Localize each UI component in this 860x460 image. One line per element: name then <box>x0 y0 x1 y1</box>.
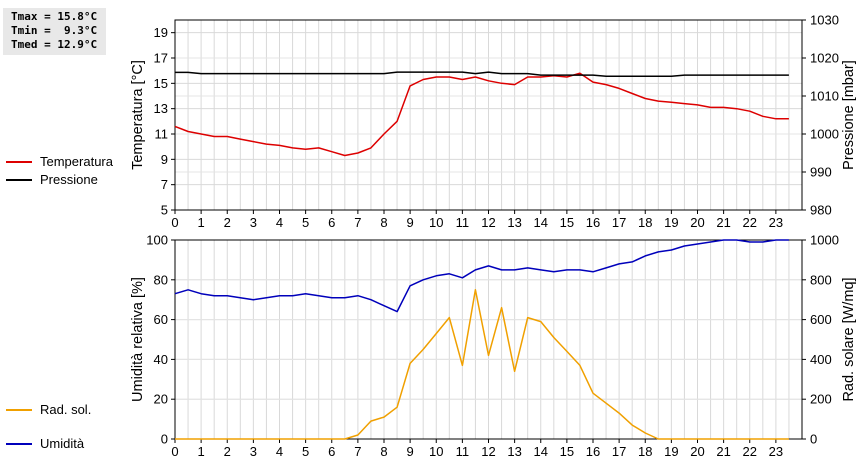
y2-tick-label: 1000 <box>810 127 839 142</box>
y2-tick-label: 0 <box>810 432 817 447</box>
y-tick-label: 60 <box>154 312 168 327</box>
y-tick-label: 20 <box>154 392 168 407</box>
stat-tmax: Tmax = 15.8°C <box>11 10 98 23</box>
x-tick-label: 16 <box>586 444 600 459</box>
y2-axis-label: Rad. solare [W/mq] <box>841 277 857 401</box>
x-tick-label: 1 <box>198 444 205 459</box>
y2-tick-label: 600 <box>810 312 832 327</box>
x-tick-label: 15 <box>560 215 574 230</box>
y-tick-label: 9 <box>161 152 168 167</box>
x-tick-label: 9 <box>407 444 414 459</box>
y-axis-label: Temperatura [°C] <box>130 60 146 170</box>
legend-label-radsol: Rad. sol. <box>40 402 92 417</box>
x-tick-label: 7 <box>354 215 361 230</box>
legend-item-temperatura: Temperatura <box>6 154 113 169</box>
x-tick-label: 20 <box>690 444 704 459</box>
x-tick-label: 17 <box>612 444 626 459</box>
y2-tick-label: 400 <box>810 352 832 367</box>
x-tick-label: 16 <box>586 215 600 230</box>
x-tick-label: 1 <box>198 215 205 230</box>
x-tick-label: 20 <box>690 215 704 230</box>
y-tick-label: 5 <box>161 203 168 218</box>
x-tick-label: 21 <box>716 215 730 230</box>
x-tick-label: 5 <box>302 444 309 459</box>
x-tick-label: 9 <box>407 215 414 230</box>
x-tick-label: 23 <box>769 215 783 230</box>
x-tick-label: 7 <box>354 444 361 459</box>
x-tick-label: 10 <box>429 444 443 459</box>
legend-swatch-pressione <box>6 178 32 181</box>
x-tick-label: 11 <box>456 444 470 459</box>
stat-tmin: Tmin = 9.3°C <box>11 24 98 37</box>
x-tick-label: 4 <box>276 444 283 459</box>
series-line-rad-sol <box>175 289 789 440</box>
x-tick-label: 10 <box>429 215 443 230</box>
stat-tmed: Tmed = 12.9°C <box>11 38 98 51</box>
y2-tick-label: 1010 <box>810 89 839 104</box>
y2-tick-label: 1000 <box>810 233 839 248</box>
x-tick-label: 23 <box>769 444 783 459</box>
x-tick-label: 13 <box>507 444 521 459</box>
x-tick-label: 8 <box>380 444 387 459</box>
x-tick-label: 18 <box>638 215 652 230</box>
y-tick-label: 11 <box>155 127 169 142</box>
x-tick-label: 12 <box>481 215 495 230</box>
x-tick-label: 5 <box>302 215 309 230</box>
x-tick-label: 8 <box>380 215 387 230</box>
x-tick-label: 6 <box>328 444 335 459</box>
y-tick-label: 0 <box>161 432 168 447</box>
x-tick-label: 0 <box>171 215 178 230</box>
y-tick-label: 15 <box>154 76 168 91</box>
x-tick-label: 2 <box>224 444 231 459</box>
legend-item-radsol: Rad. sol. <box>6 402 91 417</box>
y2-tick-label: 990 <box>810 165 832 180</box>
y-tick-label: 7 <box>161 177 168 192</box>
y-tick-label: 100 <box>146 233 168 248</box>
y2-tick-label: 1030 <box>810 13 839 28</box>
y-tick-label: 19 <box>154 25 168 40</box>
legend-label-temperatura: Temperatura <box>40 154 113 169</box>
y-tick-label: 80 <box>154 272 168 287</box>
legend-item-umidita: Umidità <box>6 436 84 451</box>
x-tick-label: 19 <box>664 444 678 459</box>
x-tick-label: 0 <box>171 444 178 459</box>
legend-item-pressione: Pressione <box>6 172 98 187</box>
x-tick-label: 4 <box>276 215 283 230</box>
x-tick-label: 18 <box>638 444 652 459</box>
legend-swatch-umidita <box>6 442 32 445</box>
series-line-temperatura <box>174 72 789 157</box>
x-tick-label: 14 <box>534 444 548 459</box>
y-tick-label: 13 <box>154 101 168 116</box>
y-tick-label: 17 <box>154 51 168 66</box>
x-tick-label: 21 <box>716 444 730 459</box>
x-tick-label: 19 <box>664 215 678 230</box>
x-tick-label: 2 <box>224 215 231 230</box>
x-tick-label: 6 <box>328 215 335 230</box>
legend-swatch-radsol <box>6 408 32 411</box>
y-axis-label: Umidità relativa [%] <box>130 277 146 402</box>
x-tick-label: 11 <box>456 215 470 230</box>
x-tick-label: 22 <box>743 444 757 459</box>
x-tick-label: 3 <box>250 444 257 459</box>
x-tick-label: 3 <box>250 215 257 230</box>
x-tick-label: 17 <box>612 215 626 230</box>
y2-tick-label: 980 <box>810 203 832 218</box>
stats-box: Tmax = 15.8°C Tmin = 9.3°C Tmed = 12.9°C <box>3 8 106 55</box>
x-tick-label: 13 <box>507 215 521 230</box>
series-line-pressione <box>175 71 789 77</box>
y-tick-label: 40 <box>154 352 168 367</box>
y2-axis-label: Pressione [mbar] <box>841 60 857 170</box>
x-tick-label: 12 <box>481 444 495 459</box>
x-tick-label: 22 <box>743 215 757 230</box>
x-tick-label: 15 <box>560 444 574 459</box>
legend-swatch-temperatura <box>6 160 32 163</box>
legend-label-pressione: Pressione <box>40 172 98 187</box>
x-tick-label: 14 <box>534 215 548 230</box>
legend-label-umidita: Umidità <box>40 436 85 451</box>
y2-tick-label: 200 <box>810 392 832 407</box>
y2-tick-label: 800 <box>810 272 832 287</box>
series-line-umidit <box>174 239 789 313</box>
y2-tick-label: 1020 <box>810 51 839 66</box>
